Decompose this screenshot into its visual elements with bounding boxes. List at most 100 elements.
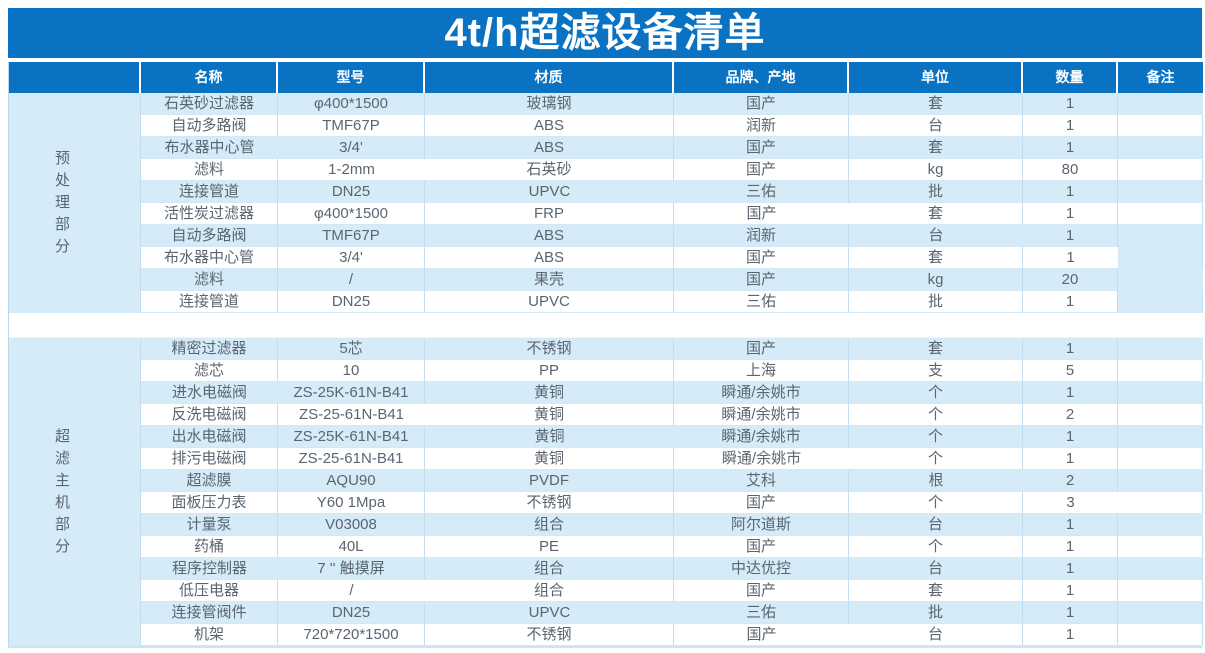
cell-brand: 国产 [674, 338, 849, 360]
section-label-char: 预 [54, 150, 70, 167]
cell-qty: 1 [1023, 558, 1118, 580]
cell-qty: 1 [1023, 514, 1118, 536]
cell-model: TMF67P [278, 115, 425, 137]
cell-brand: 三佑 [674, 181, 849, 203]
cell-unit: 个 [849, 492, 1023, 514]
cell-unit: 台 [849, 558, 1023, 580]
section-label-char: 超 [54, 428, 70, 445]
cell-note [1118, 580, 1203, 602]
cell-unit: 个 [849, 404, 1023, 426]
cell-brand: 国产 [674, 137, 849, 159]
cell-note [1118, 404, 1203, 426]
cell-brand: 国产 [674, 492, 849, 514]
cell-unit: 套 [849, 338, 1023, 360]
cell-name: 自动多路阀 [141, 225, 278, 247]
cell-note [1118, 624, 1203, 646]
cell-brand: 润新 [674, 225, 849, 247]
cell-unit: 个 [849, 448, 1023, 470]
section-label-char: 部 [54, 216, 70, 233]
cell-name: 机架 [141, 624, 278, 646]
cell-brand: 阿尔道斯 [674, 514, 849, 536]
cell-note [1118, 291, 1203, 313]
cell-model: DN25 [278, 181, 425, 203]
cell-brand: 国产 [674, 203, 849, 225]
cell-qty: 1 [1023, 115, 1118, 137]
section-label-char: 部 [54, 516, 70, 533]
column-header-unit: 单位 [849, 62, 1023, 93]
cell-name: 面板压力表 [141, 492, 278, 514]
cell-name: 连接管道 [141, 181, 278, 203]
cell-material: 不锈钢 [425, 624, 674, 646]
cell-unit: 台 [849, 514, 1023, 536]
cell-material: UPVC [425, 291, 674, 313]
cell-model: φ400*1500 [278, 203, 425, 225]
cell-unit: 套 [849, 247, 1023, 269]
cell-brand: 中达优控 [674, 558, 849, 580]
cell-unit: 套 [849, 580, 1023, 602]
cell-qty: 1 [1023, 291, 1118, 313]
cell-material: 黄铜 [425, 426, 674, 448]
cell-name: 计量泵 [141, 514, 278, 536]
column-header-note: 备注 [1118, 62, 1203, 93]
section-divider [9, 313, 1203, 338]
cell-material: 不锈钢 [425, 492, 674, 514]
cell-name: 滤料 [141, 159, 278, 181]
cell-note [1118, 269, 1203, 291]
cell-material: 黄铜 [425, 404, 674, 426]
cell-note [1118, 360, 1203, 382]
cell-unit: 个 [849, 536, 1023, 558]
cell-unit: 套 [849, 93, 1023, 115]
cell-model: 7 '' 触摸屏 [278, 558, 425, 580]
page-title: 4t/h超滤设备清单 [444, 11, 766, 55]
cell-model: 10 [278, 360, 425, 382]
cell-model: V03008 [278, 514, 425, 536]
cell-note [1118, 558, 1203, 580]
cell-note [1118, 247, 1203, 269]
cell-name: 滤芯 [141, 360, 278, 382]
cell-model: TMF67P [278, 225, 425, 247]
cell-qty: 2 [1023, 404, 1118, 426]
cell-material: UPVC [425, 602, 674, 624]
cell-brand: 瞬通/余姚市 [674, 404, 849, 426]
cell-unit: 支 [849, 360, 1023, 382]
cell-name: 低压电器 [141, 580, 278, 602]
cell-qty: 3 [1023, 492, 1118, 514]
column-header-brand: 品牌、产地 [674, 62, 849, 93]
cell-qty: 1 [1023, 225, 1118, 247]
equipment-table: 名称 型号 材质 品牌、产地 单位 数量 备注 预处理部分石英砂过滤器 φ400*… [8, 62, 1203, 648]
cell-material: ABS [425, 225, 674, 247]
cell-qty: 1 [1023, 536, 1118, 558]
section-label: 预处理部分 [9, 93, 141, 313]
cell-name: 排污电磁阀 [141, 448, 278, 470]
cell-material: 组合 [425, 558, 674, 580]
cell-material: 黄铜 [425, 448, 674, 470]
cell-brand: 国产 [674, 624, 849, 646]
cell-name: 超滤膜 [141, 470, 278, 492]
cell-material: PVDF [425, 470, 674, 492]
cell-unit: 批 [849, 602, 1023, 624]
column-header-model: 型号 [278, 62, 425, 93]
cell-material: PP [425, 360, 674, 382]
cell-model: / [278, 269, 425, 291]
cell-note [1118, 492, 1203, 514]
cell-note [1118, 203, 1203, 225]
cell-brand: 三佑 [674, 602, 849, 624]
cell-unit: 套 [849, 137, 1023, 159]
cell-material: ABS [425, 137, 674, 159]
cell-qty: 1 [1023, 338, 1118, 360]
section-label-char: 理 [54, 194, 70, 211]
cell-name: 自动多路阀 [141, 115, 278, 137]
section-label-char: 分 [54, 538, 70, 555]
cell-brand: 国产 [674, 536, 849, 558]
cell-model: ZS-25-61N-B41 [278, 404, 425, 426]
column-header-material: 材质 [425, 62, 674, 93]
cell-brand: 上海 [674, 360, 849, 382]
cell-note [1118, 137, 1203, 159]
section-label-char: 滤 [54, 450, 70, 467]
cell-note [1118, 514, 1203, 536]
cell-name: 进水电磁阀 [141, 382, 278, 404]
cell-model: Y60 1Mpa [278, 492, 425, 514]
cell-model: ZS-25-61N-B41 [278, 448, 425, 470]
cell-note [1118, 602, 1203, 624]
